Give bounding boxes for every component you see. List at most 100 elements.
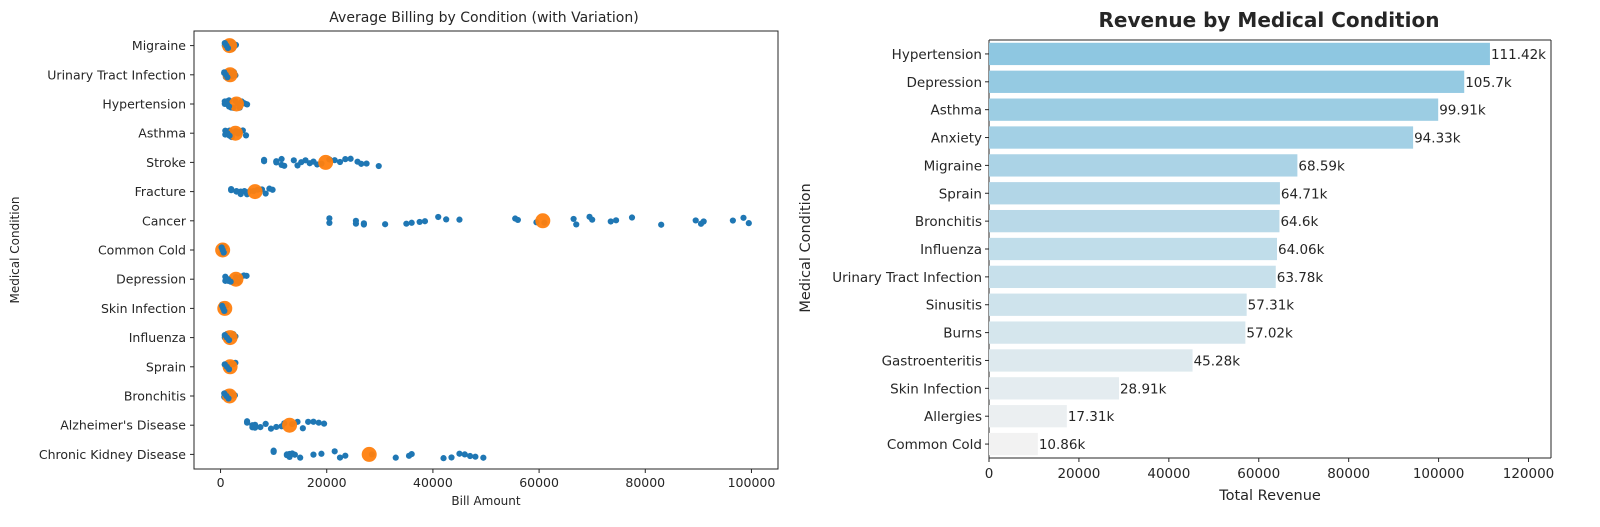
strip-point (342, 452, 349, 459)
right-x-tick-label: 0 (985, 466, 994, 482)
strip-point (573, 221, 580, 228)
strip-point (291, 451, 298, 458)
strip-point (226, 132, 233, 139)
strip-point (472, 453, 479, 460)
right-x-tick-label: 100000 (1413, 466, 1465, 482)
revenue-bar (989, 42, 1490, 66)
strip-point (347, 155, 354, 162)
strip-point (257, 424, 264, 431)
strip-point (416, 218, 423, 226)
strip-point (310, 451, 317, 458)
strip-point (342, 156, 349, 163)
strip-point (310, 418, 317, 425)
right-y-tick-label: Skin Infection (890, 381, 982, 397)
strip-point (729, 217, 736, 224)
right-y-tick-label: Migraine (924, 158, 982, 174)
strip-point (262, 420, 269, 428)
strip-point (408, 219, 415, 226)
right-x-tick-label: 80000 (1327, 466, 1370, 482)
left-x-tick-label: 60000 (519, 475, 559, 490)
left-y-tick-label: Chronic Kidney Disease (39, 447, 186, 462)
strip-point (363, 160, 370, 167)
strip-point (326, 215, 333, 222)
strip-point (443, 216, 450, 223)
revenue-bar (989, 237, 1278, 261)
strip-point (243, 419, 251, 426)
strip-point (480, 454, 487, 461)
right-y-tick-label: Depression (907, 75, 982, 91)
strip-point (225, 366, 233, 373)
revenue-bar (989, 70, 1465, 93)
bar-data-label: 17.31k (1068, 409, 1115, 425)
bar-data-label: 57.02k (1246, 326, 1293, 342)
right-bars: 111.42k 105.7k 99.91k 94.33k 68.59k 64.71k 64.… (989, 42, 1546, 456)
right-y-tick-label: Influenza (920, 242, 982, 258)
left-data-points (218, 39, 752, 462)
right-x-tick-label: 60000 (1237, 466, 1280, 482)
left-y-tick-label: Cancer (142, 213, 187, 228)
strip-point (336, 454, 344, 461)
right-y-tick-label: Anxiety (931, 131, 982, 147)
strip-point (514, 216, 521, 224)
strip-point (243, 272, 250, 279)
right-x-axis-label: Total Revenue (1218, 488, 1321, 504)
left-x-tick-label: 100000 (728, 475, 776, 490)
bar-data-label: 111.42k (1491, 47, 1546, 63)
strip-point (225, 395, 232, 402)
strip-point (700, 218, 707, 225)
revenue-bar (989, 126, 1414, 149)
right-y-tick-label: Gastroenteritis (882, 353, 982, 369)
strip-point (305, 418, 312, 425)
strip-point (336, 158, 344, 166)
revenue-bar (989, 209, 1280, 233)
strip-point (612, 217, 620, 224)
revenue-bar (989, 182, 1280, 205)
right-y-tick-label: Common Cold (887, 437, 982, 453)
left-x-tick-label: 0 (217, 475, 225, 490)
revenue-bar (989, 98, 1439, 121)
strip-point (360, 220, 367, 227)
left-y-axis-label: Medical Condition (8, 196, 22, 303)
strip-point (269, 186, 276, 193)
left-y-tick-label: Hypertension (102, 97, 186, 112)
strip-point (461, 451, 468, 458)
revenue-bar (989, 321, 1246, 344)
strip-point (270, 448, 277, 455)
strip-point (440, 455, 447, 462)
mean-marker (318, 154, 334, 170)
strip-point (273, 423, 280, 431)
bar-data-label: 64.6k (1280, 214, 1318, 230)
bar-data-label: 68.59k (1298, 158, 1345, 174)
strip-point (278, 161, 285, 168)
revenue-bar (989, 265, 1276, 289)
left-x-tick-label: 40000 (413, 475, 453, 490)
strip-point (220, 249, 227, 256)
strip-point (228, 186, 235, 193)
strip-point (242, 132, 250, 139)
strip-point (299, 425, 306, 432)
strip-point (403, 220, 410, 227)
left-y-tick-label: Influenza (129, 330, 186, 345)
strip-point (243, 101, 251, 108)
bar-data-label: 94.33k (1414, 131, 1461, 147)
bar-data-label: 28.91k (1120, 381, 1167, 397)
strip-point (297, 454, 304, 461)
right-x-tick-label: 120000 (1503, 466, 1555, 482)
strip-point (224, 45, 232, 52)
bar-data-label: 10.86k (1039, 437, 1086, 453)
left-y-tick-label: Sprain (146, 359, 186, 374)
right-y-tick-label: Sprain (939, 186, 982, 202)
strip-point (375, 162, 382, 170)
revenue-bar (989, 432, 1038, 456)
mean-marker (361, 446, 377, 462)
left-plot-frame (193, 30, 779, 470)
revenue-bar-chart: Revenue by Medical Condition 111.42k 105.… (798, 8, 1554, 504)
right-y-axis-label: Medical Condition (798, 183, 814, 312)
right-y-axis: Hypertension Depression Asthma Anxiety Migra… (832, 47, 989, 453)
bar-data-label: 105.7k (1465, 75, 1512, 91)
strip-point (267, 425, 275, 432)
strip-point (435, 213, 442, 221)
left-y-tick-label: Fracture (135, 184, 187, 199)
bar-data-label: 45.28k (1194, 353, 1241, 369)
left-y-tick-label: Urinary Tract Infection (47, 67, 186, 82)
